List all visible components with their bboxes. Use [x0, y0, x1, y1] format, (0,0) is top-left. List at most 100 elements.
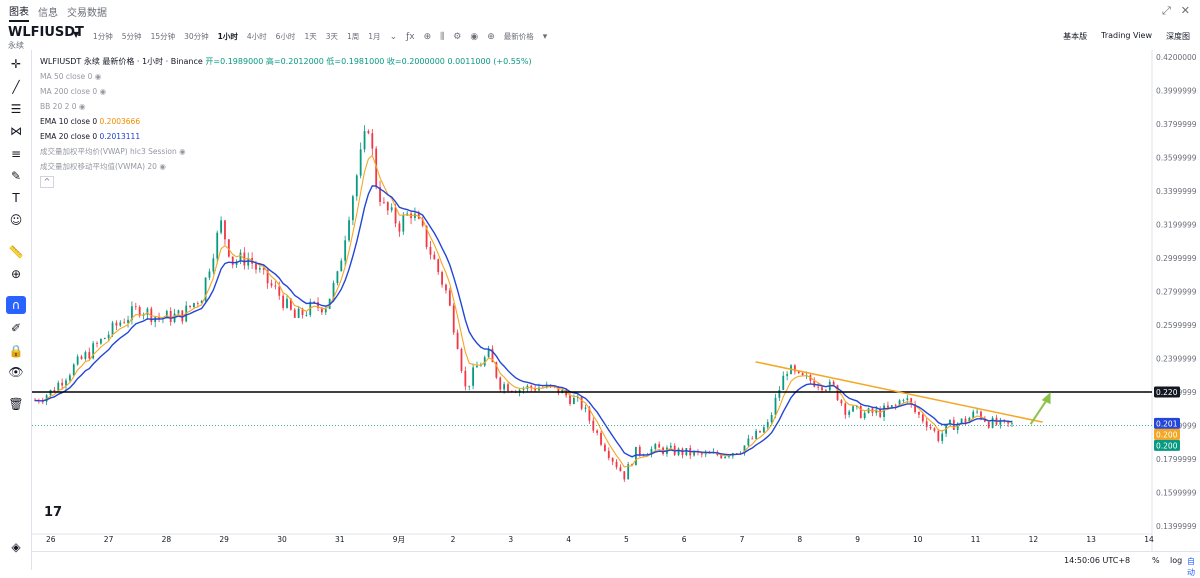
candle-body [538, 387, 540, 391]
eye-icon[interactable]: ◉ [99, 87, 107, 96]
candle-body [278, 286, 281, 296]
candle-body [231, 256, 234, 265]
candle-body [949, 419, 951, 425]
candle-body [208, 271, 211, 278]
zoom-icon[interactable]: ⊕ [10, 267, 22, 281]
legend-collapse-button[interactable]: ^ [40, 176, 54, 188]
chart-type-icon[interactable]: ⌄ [389, 31, 398, 42]
legend-header: WLFIUSDT 永续 最新价格 · 1小时 · Binance 开=0.198… [40, 54, 532, 69]
lock-drawing-icon[interactable]: ✐ [10, 321, 22, 335]
price-source-select[interactable]: 最新价格 [503, 32, 534, 41]
candle-body [704, 452, 707, 455]
add-icon[interactable]: ⊕ [487, 31, 495, 42]
legend-vwap: 成交量加权平均价(VWAP) hlc3 Session [40, 147, 177, 156]
price-source-dropdown-icon[interactable]: ▾ [542, 31, 548, 42]
magnet-icon[interactable]: ∩ [6, 296, 26, 314]
timeframe-5m[interactable]: 5分钟 [121, 32, 142, 41]
eye-icon[interactable]: ◉ [94, 72, 102, 81]
text-icon[interactable]: T [12, 191, 20, 205]
candle-body [165, 311, 168, 319]
ruler-icon[interactable]: 📏 [8, 245, 24, 259]
symbol-dropdown-icon[interactable]: ▼ [73, 30, 80, 39]
eye-icon[interactable]: 👁 [8, 365, 24, 379]
tab-trading-data[interactable]: 交易数据 [67, 7, 107, 19]
percent-toggle[interactable]: % [1152, 556, 1160, 565]
candle-body [367, 131, 370, 134]
close-icon[interactable]: ✕ [1180, 4, 1190, 17]
expand-icon[interactable]: ⤢ [1161, 4, 1171, 17]
timeframe-1w[interactable]: 1周 [347, 32, 360, 41]
lock-icon[interactable]: 🔒 [8, 344, 24, 358]
candle-body [131, 306, 133, 320]
x-tick-label: 11 [971, 535, 981, 544]
x-tick-label: 26 [46, 535, 56, 544]
candle-body [786, 374, 789, 376]
eye-icon[interactable]: ◉ [179, 147, 186, 156]
fib-icon[interactable]: ≡ [10, 147, 22, 161]
candle-body [980, 411, 982, 419]
crosshair-icon[interactable]: ✛ [10, 57, 22, 71]
candle-body [720, 454, 723, 459]
legend-low: 低=0.1981000 [326, 57, 385, 66]
eye-icon[interactable]: ◉ [78, 102, 86, 111]
timeframe-1mo[interactable]: 1月 [368, 32, 381, 41]
indicators-icon[interactable]: ƒx [406, 31, 415, 42]
trash-icon[interactable]: 🗑 [8, 397, 24, 411]
auto-toggle[interactable]: 自动 [1187, 557, 1195, 577]
candle-body [987, 421, 990, 428]
timeframe-1d[interactable]: 1天 [304, 32, 317, 41]
y-tick-label: 0.4200000 [1156, 53, 1197, 62]
candle-body [530, 385, 533, 389]
eye-icon[interactable]: ◉ [159, 162, 166, 171]
candle-body [258, 268, 261, 270]
candle-body [627, 464, 630, 480]
candle-body [348, 220, 350, 241]
candle-body [941, 433, 944, 441]
candle-body [518, 389, 521, 393]
timeframe-6h[interactable]: 6小时 [275, 32, 296, 41]
trendline-icon[interactable]: ╱ [12, 80, 20, 94]
x-tick-label: 12 [1029, 535, 1039, 544]
horizontal-lines-icon[interactable]: ☰ [10, 102, 22, 116]
x-tick-label: 10 [913, 535, 923, 544]
tab-chart[interactable]: 图表 [9, 1, 29, 22]
price-chart[interactable]: 0.4200000 0.3999999 0.3799999 0.3599999 0.33… [32, 50, 1200, 551]
emoji-icon[interactable]: ☺ [9, 213, 23, 227]
candle-body [894, 405, 897, 407]
candles-icon[interactable]: ⫼ [440, 31, 445, 42]
y-tick-label: 0.3999999 [1156, 87, 1197, 96]
candle-body [293, 309, 296, 318]
pattern-icon[interactable]: ⋈ [10, 124, 22, 138]
timeframe-1m[interactable]: 1分钟 [93, 32, 113, 41]
price-tag-label: 0.220 [1156, 388, 1178, 397]
candle-body [441, 272, 443, 285]
price-tag [1154, 417, 1180, 429]
candle-body [266, 269, 269, 284]
symbol-name[interactable]: WLFIUSDT [8, 25, 84, 40]
timeframe-15m[interactable]: 15分钟 [150, 32, 176, 41]
timeframe-30m[interactable]: 30分钟 [184, 32, 209, 41]
legend-close: 收=0.2000000 [386, 57, 445, 66]
tab-info[interactable]: 信息 [38, 7, 58, 19]
layers-icon[interactable]: ◈ [11, 540, 21, 554]
x-tick-label: 7 [740, 535, 745, 544]
legend-ema20-value: 0.2013111 [99, 132, 141, 141]
candle-body [588, 407, 591, 421]
x-tick-label: 9月 [393, 535, 405, 544]
candle-body [115, 322, 118, 326]
view-tradingview[interactable]: Trading View [1101, 31, 1152, 40]
timeframe-3d[interactable]: 3天 [325, 32, 338, 41]
price-tag-label: 0.201 [1156, 419, 1178, 428]
candle-body [991, 417, 994, 428]
timeframe-1h[interactable]: 1小时 [217, 32, 238, 41]
candle-body [68, 375, 71, 381]
settings-icon[interactable]: ⚙ [453, 31, 462, 42]
camera-icon[interactable]: ◉ [470, 31, 479, 42]
candle-body [433, 254, 436, 260]
timeframe-4h[interactable]: 4小时 [246, 32, 267, 41]
view-basic[interactable]: 基本版 [1063, 32, 1088, 41]
compare-icon[interactable]: ⊕ [423, 31, 432, 42]
brush-icon[interactable]: ✎ [10, 169, 22, 183]
view-depth[interactable]: 深度图 [1166, 32, 1190, 41]
log-toggle[interactable]: log [1170, 556, 1183, 565]
